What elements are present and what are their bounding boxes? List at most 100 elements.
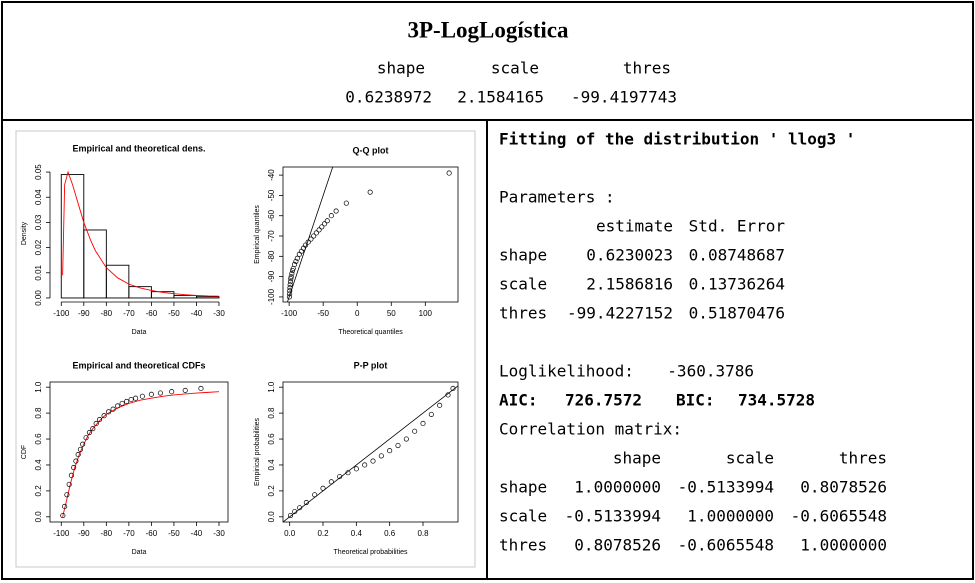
cell: 0.08748687 — [689, 246, 785, 265]
plot-image — [15, 130, 476, 568]
x-tick-label: -40 — [191, 309, 203, 318]
data-point — [303, 500, 309, 506]
x-tick-label: 100 — [419, 309, 433, 318]
x-tick-label: -30 — [213, 309, 225, 318]
data-point — [446, 170, 452, 176]
output-value: -360.3786 — [667, 362, 754, 381]
data-point — [101, 413, 107, 419]
plots: Empirical and theoretical dens. -100 -90 -8… — [21, 143, 459, 556]
cell: 1.0000000 — [574, 478, 661, 497]
x-tick-label: -60 — [146, 309, 158, 318]
plot-title: Q-Q plot — [353, 145, 389, 155]
x-tick-label: -90 — [78, 529, 90, 538]
output-heading: Fitting of the distribution ' llog3 ' — [499, 130, 855, 149]
y-tick-label: -100 — [267, 288, 276, 305]
data-point — [119, 400, 125, 406]
x-tick-label: -50 — [317, 309, 329, 318]
x-tick-label: -60 — [146, 529, 158, 538]
histogram-bar — [83, 229, 107, 299]
x-tick-label: -70 — [123, 309, 135, 318]
data-point — [97, 417, 103, 423]
histogram-bar — [196, 296, 220, 299]
data-point — [320, 485, 326, 491]
data-point — [311, 233, 317, 239]
correlation-table: shape 1.0000000 -0.5133994 0.8078526 scale -0… — [499, 478, 887, 555]
y-tick-label: 0.2 — [34, 485, 43, 497]
data-point — [287, 285, 293, 291]
row-name: thres — [499, 304, 547, 323]
cell: 0.13736264 — [689, 275, 785, 294]
cell: -0.6065548 — [678, 536, 774, 555]
x-tick-label: 0 — [355, 309, 360, 318]
data-point — [124, 398, 130, 404]
y-tick-label: 0.01 — [34, 264, 43, 280]
column-header: Std. Error — [689, 217, 786, 236]
x-tick-label: 0.4 — [351, 529, 363, 538]
output-label: Loglikelihood: — [499, 362, 634, 381]
data-point — [182, 387, 188, 393]
data-point — [288, 276, 294, 282]
y-tick-label: -60 — [267, 209, 276, 221]
row-name: scale — [499, 507, 547, 526]
data-point — [71, 465, 77, 471]
data-point — [305, 239, 311, 245]
column-header: scale — [726, 449, 774, 468]
data-point — [378, 453, 384, 459]
data-point — [64, 492, 70, 498]
data-point — [287, 282, 293, 288]
y-tick-label: -70 — [267, 230, 276, 242]
y-tick-label: 0.00 — [34, 290, 43, 306]
x-tick-label: 0.0 — [284, 529, 296, 538]
param-name: scale — [491, 59, 539, 78]
plot: Empirical and theoretical dens. -100 -90 -8… — [21, 143, 225, 335]
data-point — [362, 462, 368, 468]
data-point — [324, 218, 330, 224]
y-tick-label: 0.05 — [34, 164, 43, 180]
column-header: estimate — [596, 217, 673, 236]
data-point — [68, 472, 74, 478]
cell: 1.0000000 — [800, 536, 887, 555]
y-tick-label: 0.4 — [267, 459, 276, 471]
cell: 0.6230023 — [586, 246, 673, 265]
x-tick-label: -90 — [78, 309, 90, 318]
plot-title: Empirical and theoretical dens. — [72, 143, 205, 153]
reference-line — [287, 167, 334, 302]
data-point — [302, 242, 309, 248]
data-point — [286, 294, 293, 300]
y-axis-label: Empirical quantiles — [254, 205, 261, 264]
y-tick-label: 0.03 — [34, 214, 43, 230]
y-tick-label: -80 — [267, 250, 276, 262]
data-point — [60, 512, 66, 519]
plot-frame — [282, 166, 459, 303]
y-tick-label: 0.6 — [267, 433, 276, 445]
data-point — [148, 391, 154, 397]
data-point — [412, 428, 418, 434]
data-point — [312, 492, 318, 498]
data-point — [328, 479, 334, 485]
plot-title: P-P plot — [354, 360, 388, 370]
row-name: shape — [499, 246, 547, 265]
param-value: -99.4197743 — [571, 88, 677, 107]
y-axis-label: Empirical probabilities — [254, 417, 261, 486]
x-tick-label: 0.8 — [417, 529, 429, 538]
data-point — [287, 291, 293, 297]
y-axis-label: CDF — [21, 445, 28, 459]
y-tick-label: 0.8 — [34, 407, 43, 419]
data-point — [316, 227, 322, 233]
data-point — [387, 448, 393, 454]
x-tick-label: -80 — [101, 309, 113, 318]
data-point — [319, 224, 325, 230]
y-tick-label: -40 — [267, 169, 276, 181]
data-point — [353, 466, 359, 472]
data-point — [83, 435, 89, 441]
data-point — [115, 403, 121, 409]
cell: 0.8078526 — [800, 478, 887, 497]
histogram-bar — [105, 264, 130, 299]
output-label: BIC: — [676, 391, 715, 410]
param-name: shape — [377, 59, 425, 78]
data-point — [294, 255, 300, 261]
header-title: 3P-LogLogística — [408, 17, 569, 42]
cell: 2.1586816 — [586, 275, 673, 294]
plot-frame — [49, 381, 229, 523]
